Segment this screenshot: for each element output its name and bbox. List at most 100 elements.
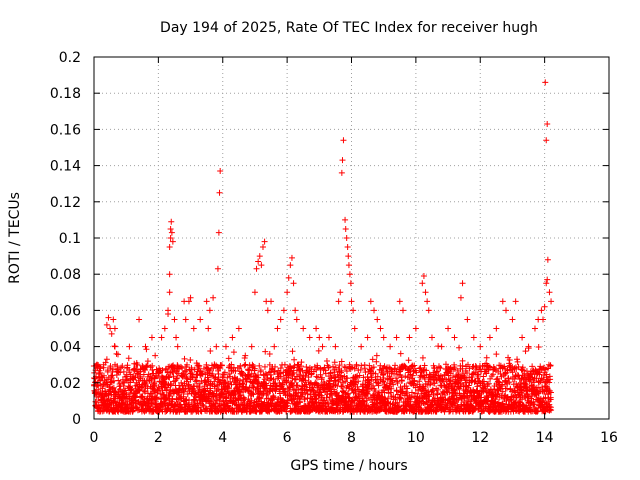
data-point xyxy=(110,316,117,323)
data-point xyxy=(338,169,345,176)
data-point xyxy=(522,348,529,355)
data-point xyxy=(196,362,203,369)
data-point xyxy=(325,399,332,406)
data-point xyxy=(354,373,361,380)
data-point xyxy=(415,387,422,394)
data-point xyxy=(288,381,295,388)
data-point xyxy=(519,334,526,341)
data-point xyxy=(255,258,262,265)
data-point xyxy=(531,325,538,332)
data-point xyxy=(290,369,297,376)
data-point xyxy=(543,280,550,287)
data-point xyxy=(126,343,133,350)
data-point xyxy=(190,325,197,332)
data-point xyxy=(393,334,400,341)
data-point xyxy=(356,372,363,379)
data-point xyxy=(338,383,345,390)
data-point xyxy=(143,363,150,370)
data-point xyxy=(233,385,240,392)
data-point xyxy=(119,363,126,370)
data-point xyxy=(470,334,477,341)
data-point xyxy=(413,369,420,376)
data-point xyxy=(373,352,380,359)
data-point xyxy=(168,218,175,225)
data-point xyxy=(261,238,268,245)
data-point xyxy=(372,388,379,395)
x-tick-label: 16 xyxy=(600,430,618,446)
data-point xyxy=(536,371,543,378)
data-point xyxy=(103,356,110,363)
data-point xyxy=(256,253,263,260)
data-point xyxy=(405,357,412,364)
data-point xyxy=(443,376,450,383)
data-point xyxy=(404,385,411,392)
data-point xyxy=(419,354,426,361)
data-point xyxy=(167,225,174,232)
data-point xyxy=(493,325,500,332)
data-point xyxy=(179,365,186,372)
data-point xyxy=(166,244,173,251)
y-tick-label: 0.06 xyxy=(50,303,81,319)
data-point xyxy=(325,403,332,410)
data-point xyxy=(215,229,222,236)
data-point xyxy=(364,391,371,398)
data-point xyxy=(115,377,122,384)
data-point xyxy=(308,371,315,378)
data-point xyxy=(270,393,277,400)
data-point xyxy=(216,400,223,407)
y-tick-label: 0.16 xyxy=(50,122,81,138)
data-point xyxy=(181,388,188,395)
data-point xyxy=(377,325,384,332)
data-point xyxy=(169,238,176,245)
data-point xyxy=(348,385,355,392)
data-point xyxy=(266,351,273,358)
data-point xyxy=(345,253,352,260)
data-point xyxy=(451,386,458,393)
data-point xyxy=(280,307,287,314)
data-point xyxy=(368,374,375,381)
data-point xyxy=(385,386,392,393)
data-point xyxy=(493,351,500,358)
data-point xyxy=(431,365,438,372)
data-point xyxy=(313,373,320,380)
data-point xyxy=(168,381,175,388)
data-point xyxy=(161,325,168,332)
data-point xyxy=(187,294,194,301)
data-point xyxy=(388,378,395,385)
data-point xyxy=(477,343,484,350)
data-point xyxy=(171,364,178,371)
data-point xyxy=(120,390,127,397)
data-point xyxy=(280,397,287,404)
data-point xyxy=(509,316,516,323)
data-point xyxy=(173,375,180,382)
data-point xyxy=(342,378,349,385)
data-point xyxy=(514,358,521,365)
data-point xyxy=(292,307,299,314)
data-point xyxy=(344,244,351,251)
data-point xyxy=(257,388,264,395)
data-point xyxy=(327,369,334,376)
data-point xyxy=(312,395,319,402)
data-point xyxy=(250,391,257,398)
data-point xyxy=(342,364,349,371)
data-point xyxy=(314,364,321,371)
data-point xyxy=(409,363,416,370)
data-point xyxy=(293,316,300,323)
data-point xyxy=(205,376,212,383)
data-point xyxy=(303,387,310,394)
data-point xyxy=(332,343,339,350)
data-point xyxy=(134,361,141,368)
data-point xyxy=(355,378,362,385)
data-point xyxy=(345,390,352,397)
data-point xyxy=(229,334,236,341)
data-point xyxy=(99,385,106,392)
data-point xyxy=(256,362,263,369)
data-point xyxy=(151,382,158,389)
data-point xyxy=(291,356,298,363)
data-point xyxy=(255,374,262,381)
data-point xyxy=(175,370,182,377)
data-point xyxy=(357,366,364,373)
data-point xyxy=(396,298,403,305)
data-point xyxy=(235,325,242,332)
data-point xyxy=(217,168,224,175)
